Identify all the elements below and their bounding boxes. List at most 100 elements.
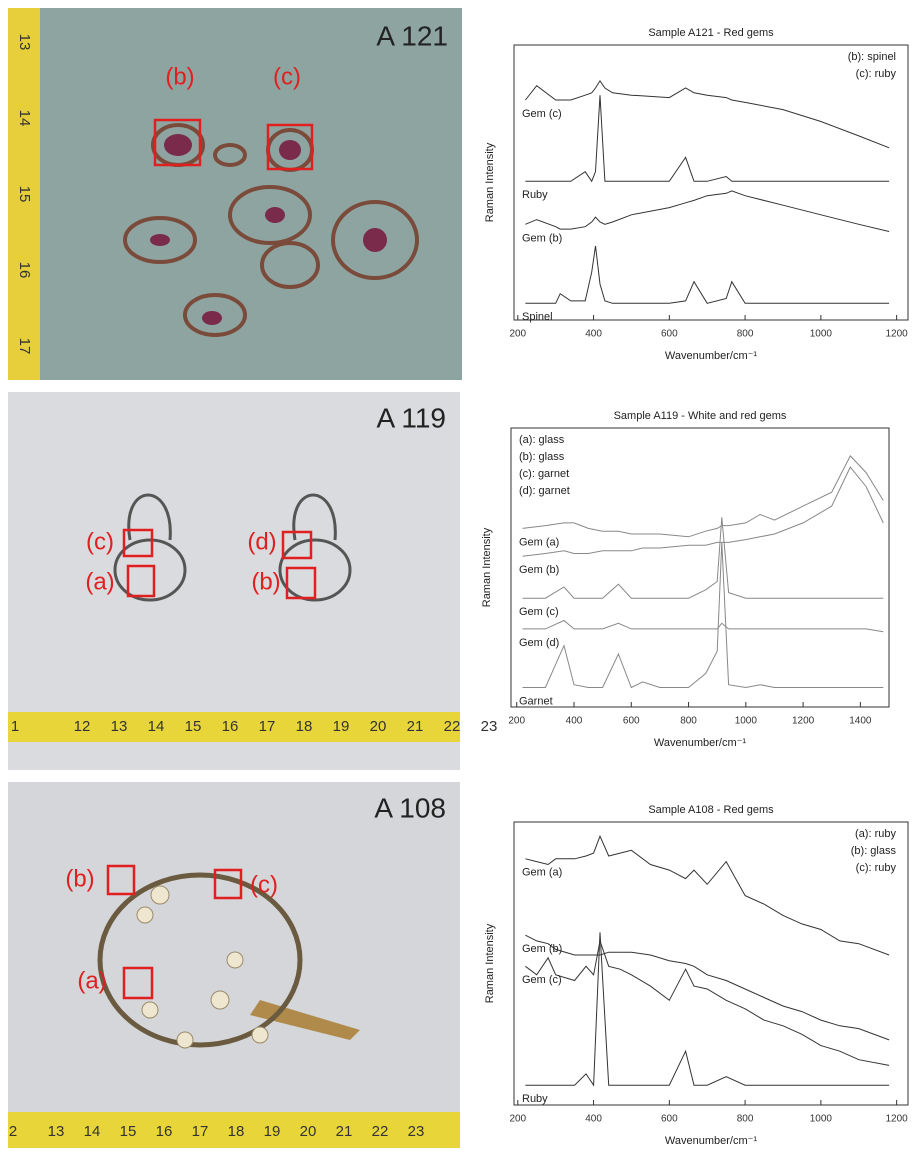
- spectrum-line: [523, 456, 884, 537]
- gem-marker-label: (c): [273, 63, 301, 90]
- spectrum-line: [523, 621, 884, 632]
- photo-panels: [8, 8, 462, 1148]
- spectrum-line: [525, 81, 889, 148]
- gem-marker-label: (c): [86, 528, 114, 555]
- ruler-number: 23: [481, 718, 498, 735]
- ruler-number: 23: [408, 1123, 425, 1140]
- ruler-number: 12: [74, 718, 91, 735]
- ruler-number: 22: [444, 718, 461, 735]
- gem-marker-label: (b): [251, 568, 280, 595]
- photo-background: [8, 8, 462, 380]
- series-label: Gem (b): [522, 232, 562, 244]
- x-tick-label: 1000: [810, 1114, 833, 1125]
- ruler-number: 15: [16, 186, 33, 203]
- spectrum-line: [523, 517, 884, 598]
- x-axis-title: Wavenumber/cm⁻¹: [654, 737, 747, 749]
- y-axis-title: Raman Intensity: [481, 527, 493, 607]
- series-label: Ruby: [522, 189, 548, 201]
- spectrum-line: [525, 246, 889, 303]
- x-tick-label: 600: [661, 329, 678, 340]
- ruler-number: 19: [264, 1123, 281, 1140]
- ruler-number: 21: [336, 1123, 353, 1140]
- y-axis-title: Raman Intensity: [484, 142, 496, 222]
- y-axis-title: Raman Intensity: [484, 923, 496, 1003]
- gem-marker-label: (d): [247, 528, 276, 555]
- ruler-number: 16: [16, 262, 33, 279]
- series-label: Spinel: [522, 311, 553, 323]
- annotation: (c): garnet: [519, 468, 569, 480]
- page: {"photos": [ {"label": "A 121", "markers…: [0, 0, 912, 1153]
- ruler-number: 16: [222, 718, 239, 735]
- chart-title: Sample A121 - Red gems: [648, 27, 774, 39]
- x-axis-title: Wavenumber/cm⁻¹: [665, 350, 758, 362]
- plot-frame: [514, 822, 908, 1105]
- x-tick-label: 800: [737, 1114, 754, 1125]
- series-label: Gem (c): [519, 606, 559, 618]
- ruler-number: 17: [16, 338, 33, 355]
- ruler-number: 20: [300, 1123, 317, 1140]
- ruler-number: 14: [148, 718, 165, 735]
- x-tick-label: 400: [566, 716, 583, 727]
- ruler-number: 18: [296, 718, 313, 735]
- spectrum-line: [525, 935, 889, 1040]
- x-tick-label: 1000: [735, 716, 758, 727]
- chart-title: Sample A108 - Red gems: [648, 804, 774, 816]
- series-label: Gem (d): [519, 637, 559, 649]
- series-label: Gem (c): [522, 974, 562, 986]
- gem-marker-label: (b): [165, 63, 194, 90]
- spectrum-line: [525, 95, 889, 181]
- x-tick-label: 200: [508, 716, 525, 727]
- series-label: Gem (a): [519, 536, 559, 548]
- plot-frame: [514, 45, 908, 320]
- gem-marker-label: (a): [77, 967, 106, 994]
- ruler-number: 18: [228, 1123, 245, 1140]
- ruler-number: 17: [192, 1123, 209, 1140]
- annotation: (b): glass: [851, 845, 897, 857]
- annotation: (a): glass: [519, 434, 565, 446]
- x-tick-label: 400: [585, 329, 602, 340]
- spectrum-line: [525, 191, 889, 232]
- series-label: Gem (a): [522, 867, 562, 879]
- charts: Sample A121 - Red gems Wavenumber/cm⁻¹ Ram…: [481, 27, 908, 1147]
- ruler-number: 16: [156, 1123, 173, 1140]
- ruler-number: 1: [11, 718, 19, 735]
- x-tick-label: 800: [680, 716, 697, 727]
- ruler-number: 14: [16, 110, 33, 127]
- figure: A 121(b)(c)1314151617A 119(c)(a)(d)(b)11…: [0, 0, 912, 1153]
- x-tick-label: 200: [509, 1114, 526, 1125]
- annotation: (c): ruby: [856, 68, 897, 80]
- x-axis-title: Wavenumber/cm⁻¹: [665, 1135, 758, 1147]
- x-tick-label: 200: [509, 329, 526, 340]
- ruler-number: 14: [84, 1123, 101, 1140]
- ruler-number: 13: [16, 34, 33, 51]
- x-tick-label: 800: [737, 329, 754, 340]
- x-tick-label: 1200: [886, 1114, 909, 1125]
- ruler-number: 17: [259, 718, 276, 735]
- x-tick-label: 1200: [792, 716, 815, 727]
- x-tick-label: 600: [661, 1114, 678, 1125]
- ruler-number: 21: [407, 718, 424, 735]
- ruler-number: 13: [111, 718, 128, 735]
- ruler-number: 2: [9, 1123, 17, 1140]
- ruler-number: 13: [48, 1123, 65, 1140]
- annotation: (c): ruby: [856, 862, 897, 874]
- ruler-number: 22: [372, 1123, 389, 1140]
- spectrum-line: [523, 542, 884, 687]
- annotation: (b): spinel: [848, 51, 896, 63]
- sample-label: A 119: [376, 402, 446, 433]
- series-label: Garnet: [519, 695, 553, 707]
- sample-label: A 108: [374, 792, 446, 823]
- ruler-number: 15: [185, 718, 202, 735]
- x-tick-label: 1200: [886, 329, 909, 340]
- series-label: Ruby: [522, 1093, 548, 1105]
- gem-marker-label: (c): [250, 871, 278, 898]
- x-tick-label: 400: [585, 1114, 602, 1125]
- x-tick-label: 600: [623, 716, 640, 727]
- spectrum-line: [525, 836, 889, 955]
- series-label: Gem (b): [522, 943, 562, 955]
- ruler-number: 20: [370, 718, 387, 735]
- gem-marker-label: (b): [65, 865, 94, 892]
- ruler-number: 15: [120, 1123, 137, 1140]
- x-tick-label: 1400: [849, 716, 872, 727]
- x-tick-label: 1000: [810, 329, 833, 340]
